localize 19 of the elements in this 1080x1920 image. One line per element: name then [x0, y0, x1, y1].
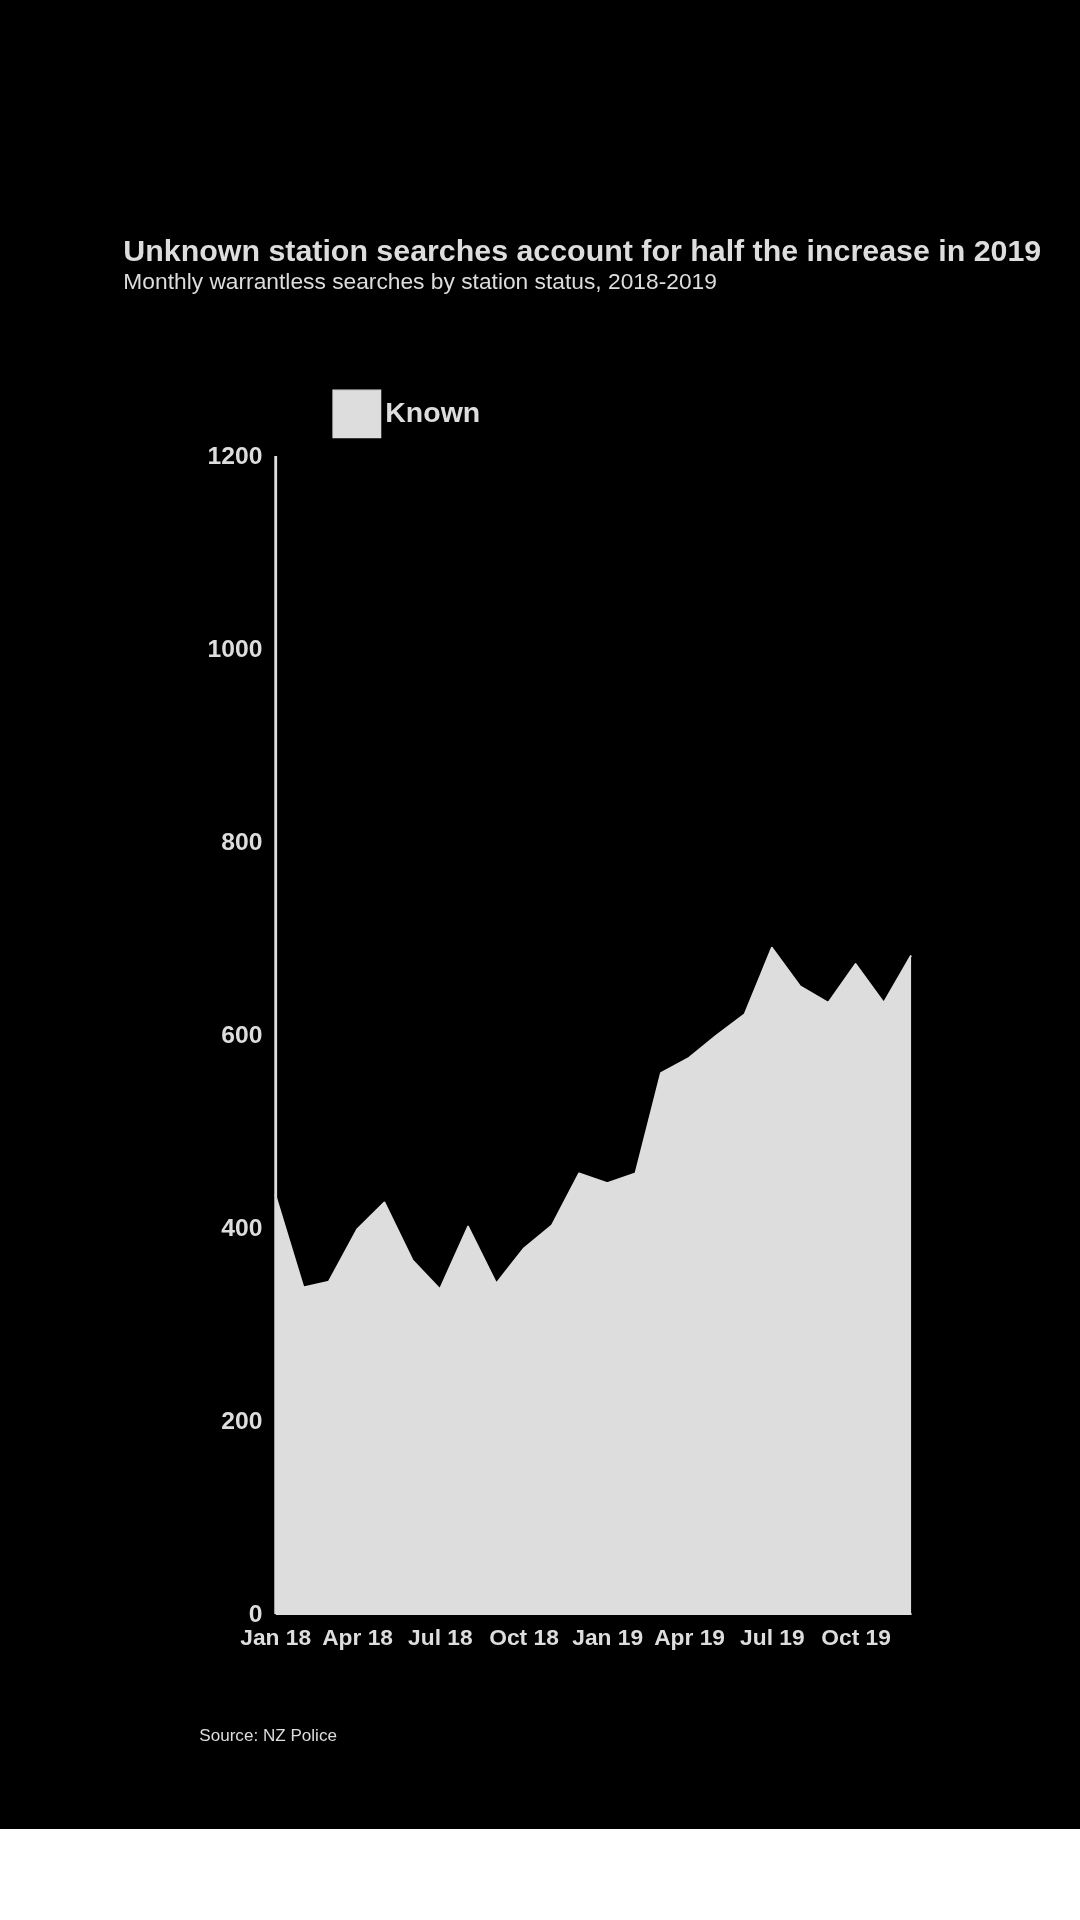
- source-note: Source: NZ Police: [199, 1725, 337, 1745]
- y-tick-label: 1200: [207, 441, 263, 469]
- legend-label: Known: [385, 396, 481, 429]
- y-tick-label: 400: [221, 1213, 263, 1241]
- x-tick-label: Jan 18: [240, 1624, 312, 1651]
- x-tick-label: Apr 19: [654, 1624, 726, 1651]
- x-tick-label: Apr 18: [322, 1624, 393, 1651]
- x-tick-label: Jul 18: [408, 1624, 473, 1651]
- y-tick-label: 1000: [207, 634, 263, 662]
- y-tick-label: 800: [221, 827, 263, 855]
- chart-title: Unknown station searches account for half the increase in 2019: [123, 234, 1042, 268]
- x-tick-label: Oct 19: [821, 1624, 891, 1651]
- y-tick-label: 0: [248, 1599, 263, 1627]
- y-tick-label: 600: [221, 1020, 263, 1048]
- x-tick-label: Jul 19: [740, 1624, 805, 1651]
- y-tick-label: 200: [221, 1406, 263, 1434]
- chart-subtitle: Monthly warrantless searches by station status, 2018-2019: [123, 267, 717, 294]
- x-tick-label: Jan 19: [572, 1624, 644, 1651]
- x-tick-label: Oct 18: [489, 1624, 559, 1651]
